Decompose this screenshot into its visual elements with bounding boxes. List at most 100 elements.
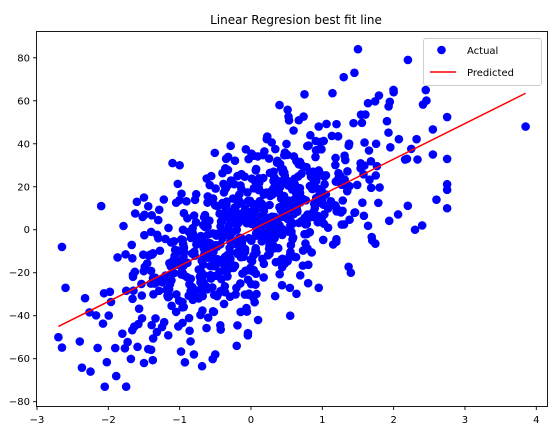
data-point (226, 176, 236, 185)
data-point (164, 223, 173, 233)
data-point (306, 130, 315, 140)
y-tick-label: 40 (17, 139, 30, 150)
data-point (315, 144, 324, 154)
data-point (273, 243, 283, 253)
data-point (265, 168, 275, 178)
data-point (132, 197, 142, 207)
data-point (202, 323, 211, 333)
data-point (313, 211, 322, 221)
data-point (308, 180, 318, 189)
data-point (340, 151, 349, 160)
data-point (225, 243, 234, 253)
data-point (242, 303, 251, 313)
data-point (327, 131, 337, 141)
y-tick-label: 60 (17, 96, 30, 107)
data-point (320, 210, 329, 219)
data-point (394, 134, 404, 144)
data-point (285, 311, 295, 321)
data-point (356, 110, 366, 119)
data-point (384, 128, 393, 137)
data-point (233, 200, 242, 209)
data-point (211, 350, 220, 359)
data-point (366, 183, 376, 193)
data-point (265, 200, 274, 210)
data-point (153, 215, 163, 225)
data-point (177, 189, 186, 199)
data-point (127, 325, 137, 335)
data-point (241, 145, 251, 154)
data-point (318, 194, 327, 204)
data-point (412, 134, 421, 144)
data-point (292, 289, 301, 299)
data-point (130, 209, 140, 218)
data-point (283, 150, 292, 160)
data-point (275, 202, 284, 212)
data-point (442, 112, 452, 122)
data-point (346, 268, 356, 278)
data-point (371, 139, 381, 149)
data-point (302, 229, 312, 239)
data-point (236, 181, 245, 190)
data-point (57, 343, 67, 352)
data-point (314, 166, 324, 175)
data-point (166, 270, 176, 279)
data-point (126, 354, 136, 364)
data-point (179, 208, 189, 218)
data-point (243, 290, 253, 300)
data-point (278, 177, 287, 186)
data-point (360, 138, 369, 147)
data-point (301, 239, 310, 248)
data-point (163, 331, 173, 340)
data-point (171, 198, 181, 208)
y-tick-label: −60 (9, 354, 30, 365)
data-point (234, 190, 244, 199)
data-point (138, 250, 148, 260)
data-point (245, 196, 255, 206)
data-point (259, 206, 269, 216)
data-point (358, 198, 367, 207)
data-point (344, 141, 353, 150)
data-point (363, 221, 373, 231)
data-point (255, 213, 264, 223)
plot-frame (36, 31, 548, 407)
data-point (267, 138, 277, 147)
data-point (190, 195, 200, 205)
data-point (349, 118, 358, 128)
data-point (442, 203, 452, 213)
data-point (123, 337, 132, 347)
data-point (364, 146, 374, 155)
data-point (208, 229, 218, 238)
data-point (251, 280, 260, 289)
data-point (222, 197, 232, 206)
data-point (154, 286, 164, 296)
data-point (359, 211, 369, 221)
data-point (264, 244, 274, 254)
data-point (186, 337, 195, 346)
data-point (219, 299, 229, 309)
data-point (157, 322, 167, 332)
data-point (205, 180, 215, 190)
data-point (291, 189, 301, 198)
data-point (262, 235, 272, 244)
data-point (189, 350, 199, 359)
data-point (277, 280, 287, 290)
data-point (91, 311, 101, 320)
data-point (521, 122, 530, 131)
data-point (300, 90, 309, 99)
data-point (220, 207, 230, 217)
data-point (206, 270, 215, 280)
data-point (319, 136, 329, 146)
data-point (282, 139, 291, 149)
data-point (374, 91, 384, 100)
data-point (335, 171, 345, 181)
data-point (247, 213, 257, 223)
data-point (219, 228, 228, 237)
data-point (255, 196, 265, 206)
data-point (163, 292, 173, 302)
data-point (208, 306, 218, 316)
data-point (169, 237, 179, 246)
data-point (271, 225, 281, 235)
data-point (231, 207, 240, 216)
data-point (258, 225, 267, 234)
data-point (203, 222, 212, 232)
